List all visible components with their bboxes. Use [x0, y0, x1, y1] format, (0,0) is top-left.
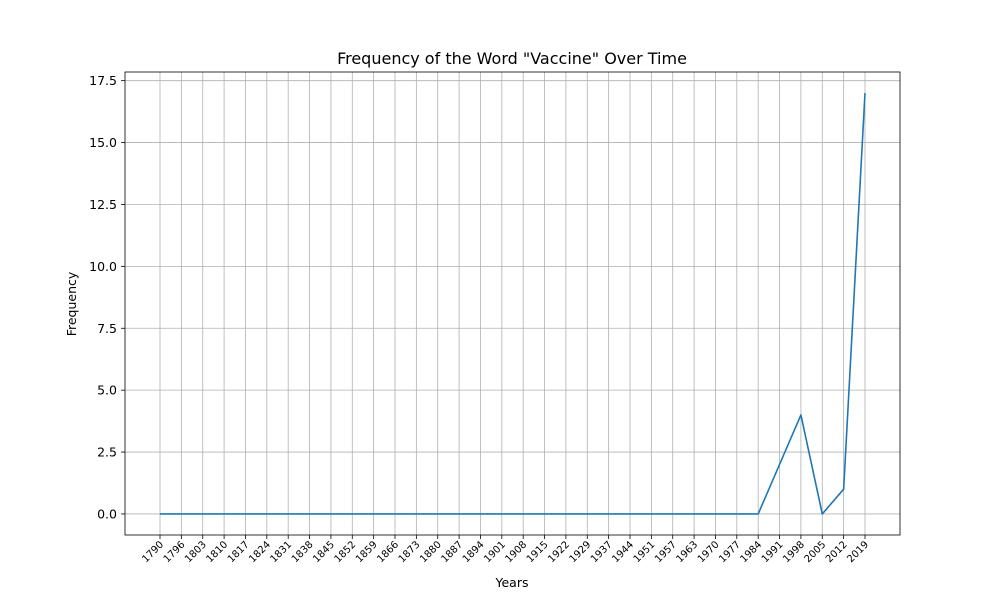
- x-tick-label: 1998: [781, 539, 807, 565]
- x-tick-label: 2019: [845, 539, 871, 565]
- x-tick-label: 1922: [546, 539, 572, 565]
- x-tick-label: 2012: [824, 539, 850, 565]
- x-tick-label: 1817: [226, 539, 252, 565]
- x-tick-label: 1963: [674, 539, 700, 565]
- x-tick-label: 1845: [311, 539, 337, 565]
- x-tick-label: 1866: [375, 539, 401, 565]
- x-tick-label: 2005: [803, 539, 829, 565]
- x-tick-label: 1887: [439, 539, 465, 565]
- plot-frame: [124, 71, 901, 536]
- x-tick-label: 1908: [504, 539, 530, 565]
- x-tick-label: 1803: [183, 539, 209, 565]
- x-tick-label: 1944: [610, 539, 636, 565]
- x-tick-label: 1790: [140, 539, 166, 565]
- x-tick-label: 1838: [290, 539, 316, 565]
- y-axis-label: Frequency: [64, 271, 79, 336]
- x-tick-label: 1901: [482, 539, 508, 565]
- x-tick-label: 1880: [418, 539, 444, 565]
- x-tick-label: 1929: [568, 539, 594, 565]
- x-tick-label: 1873: [397, 539, 423, 565]
- x-tick-label: 1859: [354, 539, 380, 565]
- y-tick-label: 5.0: [97, 383, 117, 398]
- x-tick-label: 1915: [525, 539, 551, 565]
- x-tick-label: 1937: [589, 539, 615, 565]
- x-tick-label: 1894: [461, 539, 487, 565]
- grid-lines: [125, 72, 900, 535]
- x-tick-label: 1977: [717, 539, 743, 565]
- x-tick-label: 1991: [760, 539, 786, 565]
- chart-title: Frequency of the Word "Vaccine" Over Tim…: [337, 49, 687, 68]
- x-tick-label: 1852: [333, 539, 359, 565]
- x-tick-label: 1970: [696, 539, 722, 565]
- x-tick-label: 1957: [653, 539, 679, 565]
- x-tick-label: 1810: [204, 539, 230, 565]
- x-tick-label: 1951: [632, 539, 658, 565]
- series-layer: [160, 93, 866, 515]
- y-tick-label: 17.5: [89, 73, 117, 88]
- x-axis-label: Years: [495, 575, 529, 590]
- x-tick-label: 1796: [162, 539, 188, 565]
- series-line: [160, 93, 866, 515]
- y-tick-label: 15.0: [89, 135, 117, 150]
- x-tick-label: 1824: [247, 539, 273, 565]
- y-tick-label: 2.5: [97, 445, 117, 460]
- y-tick-label: 10.0: [89, 259, 117, 274]
- y-tick-label: 12.5: [89, 197, 117, 212]
- x-tick-label: 1984: [739, 539, 765, 565]
- y-tick-label: 0.0: [97, 506, 117, 521]
- x-tick-label: 1831: [269, 539, 295, 565]
- y-tick-label: 7.5: [97, 321, 117, 336]
